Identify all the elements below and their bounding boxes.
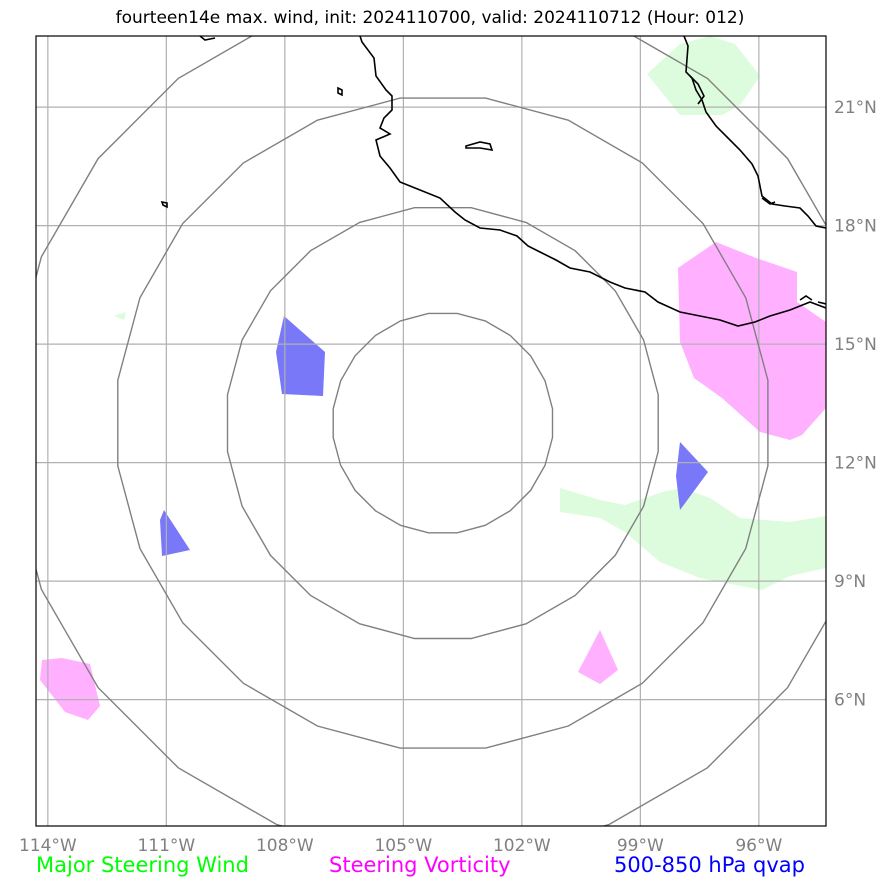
yucatan-inlet <box>689 75 705 105</box>
qvap-region-west <box>160 510 190 556</box>
latitude-tick-label: 15°N <box>834 335 877 355</box>
range-ring <box>226 206 659 640</box>
map-plot-area <box>36 36 826 826</box>
islands-marias <box>465 141 494 152</box>
island-revillagigedo <box>337 86 343 97</box>
latitude-tick-label: 18°N <box>834 217 877 237</box>
graticule <box>36 36 826 826</box>
longitude-tick-label: 111°W <box>137 836 195 856</box>
range-rings <box>36 36 826 826</box>
range-ring <box>117 97 769 749</box>
vorticity-region-south <box>578 630 618 684</box>
field-layer <box>40 36 826 720</box>
longitude-tick-label: 96°W <box>735 836 782 856</box>
latitude-tick-label: 6°N <box>834 691 866 711</box>
longitude-tick-label: 99°W <box>617 836 664 856</box>
qvap-region-east <box>676 442 708 510</box>
qvap-region-central <box>276 316 325 396</box>
longitude-tick-label: 114°W <box>19 836 77 856</box>
coastline <box>160 36 826 327</box>
island-clarion <box>160 200 168 209</box>
legend-item-major-steering-wind: Major Steering Wind <box>36 853 249 877</box>
vorticity-region-east <box>678 242 826 440</box>
latitude-tick-labels: 21°N 18°N 15°N 12°N 9°N 6°N <box>834 98 877 711</box>
range-ring <box>332 312 554 534</box>
longitude-tick-label: 102°W <box>493 836 551 856</box>
longitude-tick-label: 105°W <box>374 836 432 856</box>
steering-wind-region-southeast <box>560 488 826 590</box>
range-ring <box>36 36 826 826</box>
legend-item-steering-vorticity: Steering Vorticity <box>329 853 511 877</box>
longitude-tick-labels: 114°W 111°W 108°W 105°W 102°W 99°W 96°W <box>19 836 783 856</box>
baja-california-tip <box>799 295 826 305</box>
steering-wind-speck <box>114 312 126 320</box>
coast-detail-gulf <box>761 197 776 205</box>
map-frame <box>35 35 827 827</box>
map-title: fourteen14e max. wind, init: 2024110700,… <box>115 8 745 28</box>
vorticity-region-southwest <box>40 658 100 720</box>
latitude-tick-label: 12°N <box>834 454 877 474</box>
legend-item-qvap: 500-850 hPa qvap <box>614 853 805 877</box>
latitude-tick-label: 9°N <box>834 572 866 592</box>
latitude-tick-label: 21°N <box>834 98 877 118</box>
longitude-tick-label: 108°W <box>256 836 314 856</box>
